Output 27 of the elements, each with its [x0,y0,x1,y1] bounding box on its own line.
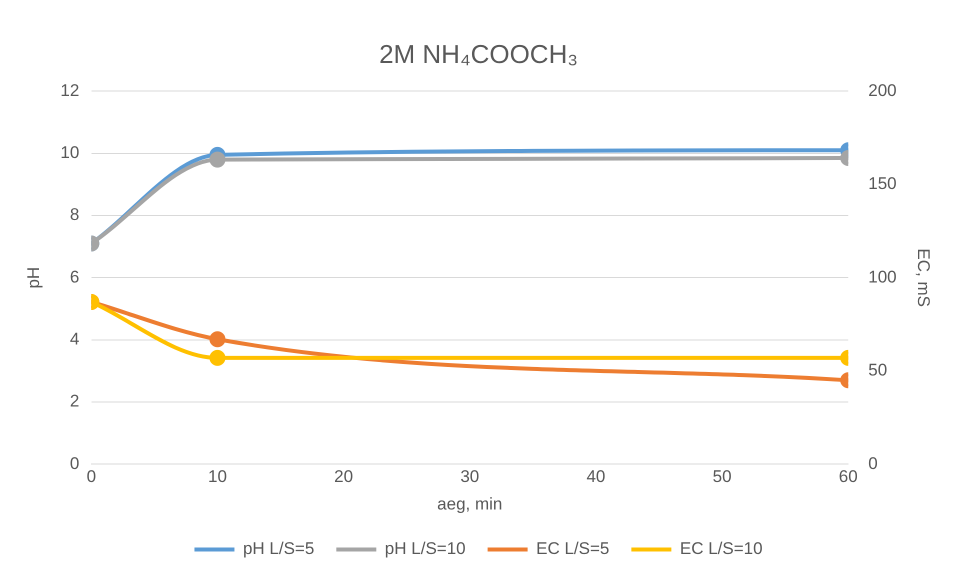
y-tick-label: 4 [70,330,80,349]
legend-label: pH L/S=5 [242,539,314,558]
x-tick-label: 20 [334,467,354,486]
y-tick-label: 0 [70,454,80,473]
x-tick-label: 60 [838,467,858,486]
y2-axis-title: EC, mS [914,248,934,307]
y-tick-label: 8 [70,205,80,224]
x-tick-label: 0 [86,467,96,486]
x-axis-title: aeg, min [437,494,502,514]
legend-label: pH L/S=10 [384,539,466,558]
y2-tick-label: 0 [868,454,878,473]
chart-title: 2M NH₄COOCH₃ [379,38,578,69]
y-tick-label: 12 [60,80,80,100]
x-tick-label: 50 [712,467,732,486]
legend-label: EC L/S=10 [680,539,763,558]
y2-tick-label: 50 [868,360,888,380]
y2-tick-label: 100 [868,267,897,286]
y-tick-label: 6 [70,267,80,286]
y-tick-label: 2 [70,392,80,411]
x-tick-label: 40 [586,467,606,486]
y2-tick-label: 150 [868,174,897,194]
y-tick-label: 10 [60,143,80,162]
y2-tick-label: 200 [868,80,897,100]
legend-label: EC L/S=5 [536,539,610,558]
x-tick-label: 10 [208,467,227,486]
y-axis-title: pH [24,266,43,289]
x-tick-label: 30 [460,467,480,486]
